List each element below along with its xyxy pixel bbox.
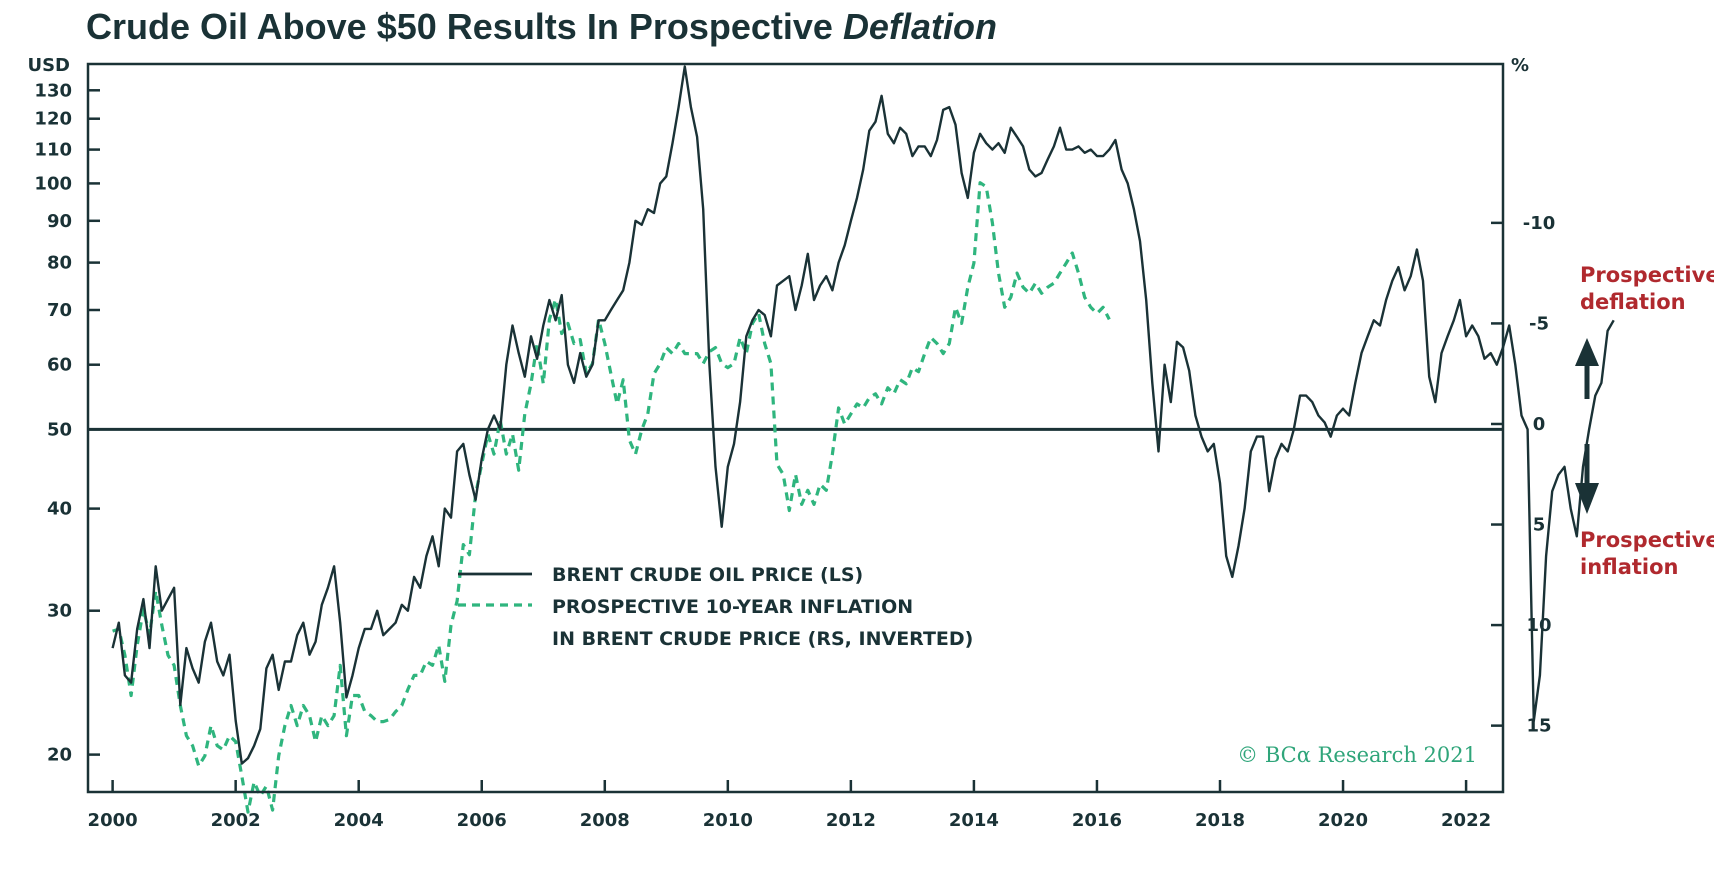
- down-arrow-head-icon: [1575, 483, 1599, 514]
- left-axis-unit: USD: [27, 55, 70, 76]
- credit-text: © BCα Research 2021: [1237, 743, 1477, 767]
- right-axis-ticks: -10 -5 0 5 10 15: [1491, 213, 1555, 737]
- legend-label-inflation-line2: IN BRENT CRUDE PRICE (RS, INVERTED): [552, 628, 973, 650]
- inflation-note: Prospective inflation: [1575, 444, 1714, 579]
- left-axis-ticks: 20 30 40 50 60 70 80 90 100 110 120 130: [34, 80, 100, 766]
- legend: BRENT CRUDE OIL PRICE (LS) PROSPECTIVE 1…: [458, 564, 973, 650]
- deflation-note-line2: deflation: [1580, 290, 1686, 314]
- up-arrow-head-icon: [1575, 338, 1599, 366]
- left-tick-label: 60: [47, 355, 72, 376]
- x-tick-label: 2018: [1195, 810, 1245, 831]
- right-tick-label: -10: [1523, 213, 1556, 234]
- left-tick-label: 110: [34, 140, 72, 161]
- right-tick-label: -5: [1529, 313, 1549, 334]
- inflation-note-line2: inflation: [1580, 555, 1679, 579]
- x-tick-label: 2014: [949, 810, 999, 831]
- left-tick-label: 20: [47, 745, 72, 766]
- legend-label-inflation: PROSPECTIVE 10-YEAR INFLATION: [552, 596, 913, 618]
- left-tick-label: 120: [34, 109, 72, 130]
- x-tick-label: 2010: [703, 810, 753, 831]
- left-tick-label: 30: [47, 601, 72, 622]
- x-tick-label: 2000: [88, 810, 138, 831]
- inflation-series-line: [112, 181, 1111, 814]
- x-axis-ticks: 2000 2002 2004 2006 2008 2010 2012 2014 2016 2018…: [88, 780, 1491, 831]
- inflation-note-line1: Prospective: [1580, 528, 1714, 552]
- left-tick-label: 50: [47, 419, 72, 440]
- x-tick-label: 2008: [580, 810, 630, 831]
- legend-label-brent: BRENT CRUDE OIL PRICE (LS): [552, 564, 863, 586]
- x-tick-label: 2020: [1318, 810, 1368, 831]
- x-tick-label: 2022: [1441, 810, 1491, 831]
- right-tick-label: 10: [1526, 615, 1551, 636]
- left-tick-label: 130: [34, 80, 72, 101]
- left-tick-label: 70: [47, 300, 72, 321]
- deflation-note: Prospective deflation: [1575, 263, 1714, 399]
- brent-price-series-line: [111, 65, 1615, 765]
- right-tick-label: 0: [1533, 414, 1546, 435]
- left-tick-label: 40: [47, 499, 72, 520]
- left-tick-label: 80: [47, 253, 72, 274]
- left-tick-label: 100: [34, 173, 72, 194]
- plot-frame: [86, 62, 1505, 794]
- right-tick-label: 15: [1526, 716, 1551, 737]
- x-tick-label: 2002: [211, 810, 261, 831]
- x-tick-label: 2016: [1072, 810, 1122, 831]
- x-tick-label: 2006: [457, 810, 507, 831]
- chart-title: Crude Oil Above $50 Results In Prospecti…: [86, 6, 997, 47]
- deflation-note-line1: Prospective: [1580, 263, 1714, 287]
- x-tick-label: 2012: [826, 810, 876, 831]
- x-tick-label: 2004: [334, 810, 384, 831]
- right-tick-label: 5: [1533, 515, 1546, 536]
- right-axis-unit: %: [1511, 55, 1529, 76]
- left-tick-label: 90: [47, 211, 72, 232]
